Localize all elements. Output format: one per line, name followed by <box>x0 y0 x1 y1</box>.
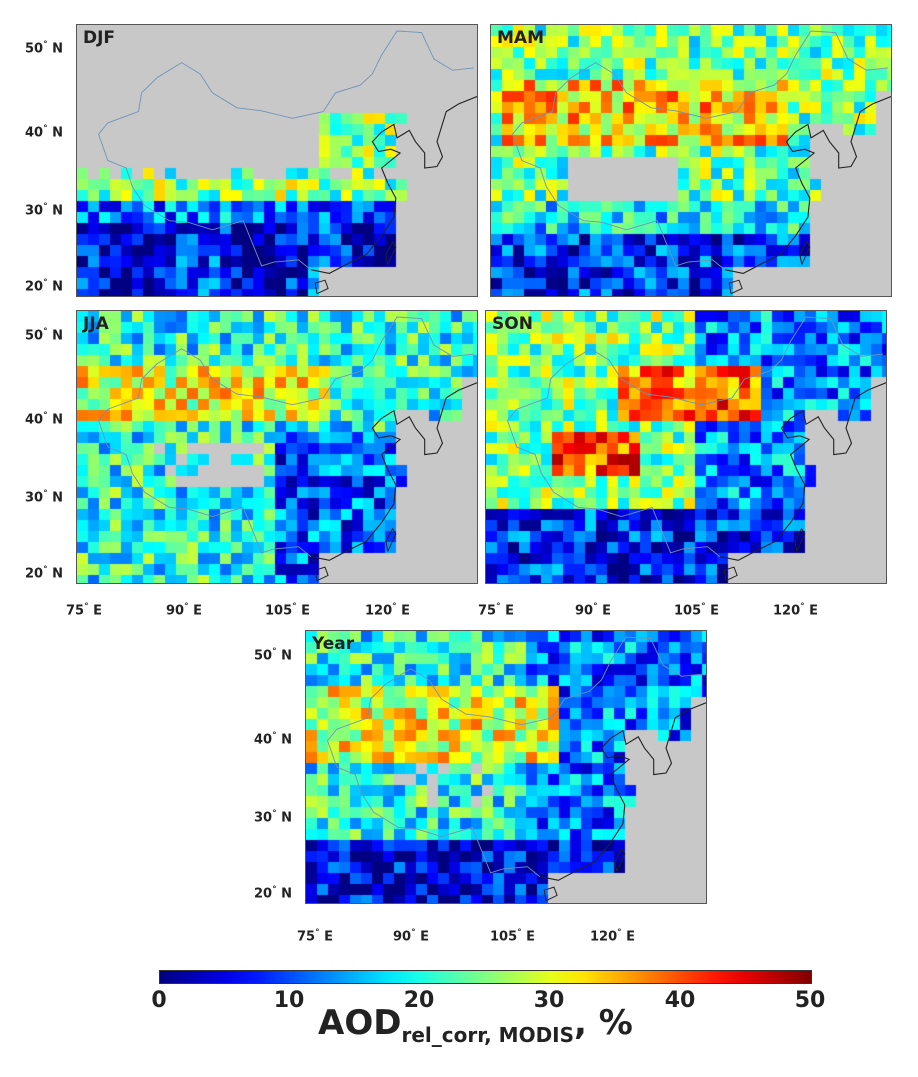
aod-grid-year <box>306 631 706 903</box>
lon-label-120e-year: 120° E <box>590 928 636 945</box>
lat-label-30n-jja: 30° N <box>25 489 64 506</box>
colorbar-tick-50: 50 <box>794 988 826 1013</box>
lon-label-75e-year: 75° E <box>297 928 334 945</box>
taiwan-outline-mam <box>799 240 811 265</box>
border-south-djf <box>98 134 312 271</box>
hainan-outline-djf <box>314 279 329 295</box>
colorbar-title: AODrel_corr, MODIS, % <box>318 1003 633 1047</box>
map-panel-year: Year <box>305 630 707 904</box>
lon-label-75e-right: 75° E <box>478 602 515 619</box>
panel-title-djf: DJF <box>83 28 116 48</box>
lon-label-105e-year: 105° E <box>490 928 536 945</box>
geo-lines-year <box>327 636 706 902</box>
hainan-outline-jja <box>314 566 329 582</box>
aod-grid-jja <box>77 311 477 583</box>
lat-label-20n-djf: 20° N <box>25 278 64 295</box>
lon-label-120e-right: 120° E <box>773 602 819 619</box>
coastline-year <box>539 702 706 881</box>
border-north-djf <box>98 30 474 135</box>
colorbar-tick-10: 10 <box>273 988 305 1013</box>
panel-title-jja: JJA <box>83 314 109 334</box>
border-north-year <box>327 636 703 741</box>
map-panel-mam: MAM <box>490 24 892 297</box>
lon-label-90e-year: 90° E <box>393 928 430 945</box>
border-south-year <box>327 740 541 877</box>
lat-label-20n-year: 20° N <box>254 885 293 902</box>
coastline-djf <box>310 95 477 274</box>
geo-lines-mam <box>512 30 891 295</box>
lon-label-90e-left: 90° E <box>166 602 203 619</box>
colorbar-tick-20: 20 <box>403 988 435 1013</box>
geo-lines-son <box>507 316 886 582</box>
lat-label-40n-djf: 40° N <box>25 124 64 141</box>
colorbar-tick-0: 0 <box>151 988 167 1013</box>
hainan-outline-mam <box>728 279 743 295</box>
colorbar-tick-30: 30 <box>533 988 565 1013</box>
panel-title-son: SON <box>492 314 533 334</box>
border-south-jja <box>98 420 312 557</box>
map-panel-jja: JJA <box>76 310 478 584</box>
lat-label-30n-djf: 30° N <box>25 202 64 219</box>
lon-label-105e-left: 105° E <box>265 602 311 619</box>
colorbar-tick-40: 40 <box>664 988 696 1013</box>
lat-label-40n-jja: 40° N <box>25 411 64 428</box>
lon-label-90e-right: 90° E <box>575 602 612 619</box>
aod-grid-son <box>486 311 886 583</box>
lon-label-75e-left: 75° E <box>66 602 103 619</box>
coastline-mam <box>724 95 891 274</box>
border-north-mam <box>512 30 888 135</box>
colorbar <box>159 970 812 984</box>
hainan-outline-son <box>723 566 738 582</box>
geo-lines-jja <box>98 316 477 582</box>
lat-label-40n-year: 40° N <box>254 731 293 748</box>
lat-label-20n-jja: 20° N <box>25 565 64 582</box>
lon-label-120e-left: 120° E <box>365 602 411 619</box>
lon-label-105e-right: 105° E <box>674 602 720 619</box>
geo-lines-djf <box>98 30 477 295</box>
border-south-mam <box>512 134 726 271</box>
coastline-jja <box>310 382 477 561</box>
aod-grid-mam <box>491 25 891 296</box>
lat-label-50n-djf: 50° N <box>25 40 64 57</box>
taiwan-outline-jja <box>385 527 397 552</box>
map-panel-son: SON <box>485 310 887 584</box>
panel-title-mam: MAM <box>497 28 544 48</box>
map-panel-djf: DJF <box>76 24 478 297</box>
taiwan-outline-year <box>614 847 626 872</box>
hainan-outline-year <box>543 886 558 902</box>
lat-label-50n-jja: 50° N <box>25 327 64 344</box>
border-north-jja <box>98 316 474 421</box>
taiwan-outline-djf <box>385 240 397 265</box>
aod-grid-djf <box>77 25 477 296</box>
panel-title-year: Year <box>312 634 355 654</box>
border-north-son <box>507 316 883 421</box>
border-south-son <box>507 420 721 557</box>
lat-label-30n-year: 30° N <box>254 809 293 826</box>
lat-label-50n-year: 50° N <box>254 647 293 664</box>
coastline-son <box>719 382 886 561</box>
taiwan-outline-son <box>794 527 806 552</box>
